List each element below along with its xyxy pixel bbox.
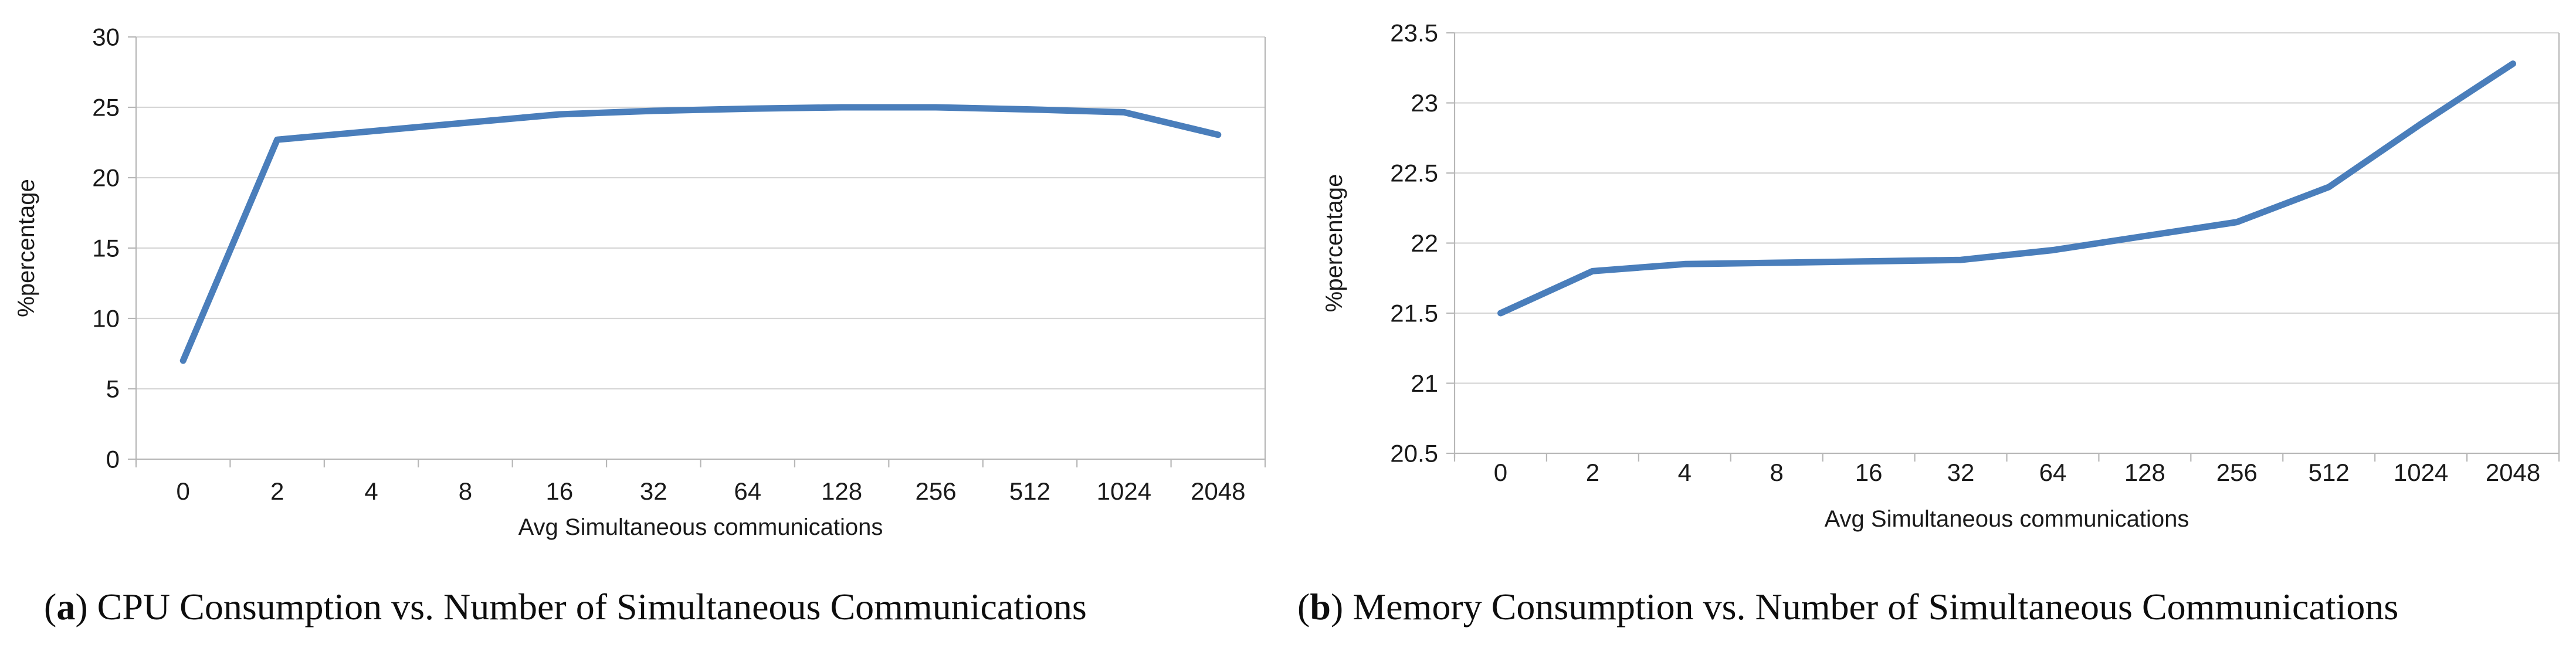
x-tick-label: 2 bbox=[270, 477, 284, 505]
caption-a-close-paren: ) bbox=[75, 586, 88, 628]
memory-consumption-chart: 20.5 21 21.5 22 22.5 23 23.5 0 2 4 8 16 32 64 128 256 51… bbox=[1321, 19, 2560, 532]
x-tick-label: 32 bbox=[640, 477, 667, 505]
x-tick-label: 2048 bbox=[2486, 459, 2540, 486]
x-tick-label: 128 bbox=[2124, 459, 2165, 486]
caption-a-title: CPU Consumption vs. Number of Simultaneo… bbox=[87, 586, 1087, 628]
tick-marks bbox=[128, 36, 1266, 467]
x-tick-label: 128 bbox=[821, 477, 862, 505]
x-tick-label: 16 bbox=[1855, 459, 1883, 486]
y-tick-label: 0 bbox=[106, 446, 120, 473]
x-tick-label: 2048 bbox=[1191, 477, 1245, 505]
caption-b-open-paren: ( bbox=[1297, 586, 1310, 628]
y-tick-label: 20 bbox=[92, 164, 120, 192]
caption-b-letter: b bbox=[1310, 586, 1331, 628]
y-tick-label: 21.5 bbox=[1390, 300, 1438, 327]
tick-marks bbox=[1446, 32, 2560, 462]
x-tick-label: 0 bbox=[177, 477, 190, 505]
x-tick-labels: 0 2 4 8 16 32 64 128 256 512 1024 2048 bbox=[177, 477, 1246, 505]
x-tick-label: 64 bbox=[734, 477, 761, 505]
x-tick-label: 32 bbox=[1947, 459, 1975, 486]
axes bbox=[135, 37, 1266, 464]
caption-a: (a) CPU Consumption vs. Number of Simult… bbox=[44, 585, 1087, 638]
caption-a-open-paren: ( bbox=[44, 586, 57, 628]
y-tick-label: 10 bbox=[92, 305, 120, 333]
x-tick-label: 256 bbox=[2216, 459, 2258, 486]
y-tick-labels: 0 5 10 15 20 25 30 bbox=[92, 23, 120, 473]
x-axis-title: Avg Simultaneous communications bbox=[1825, 506, 2189, 532]
x-tick-label: 0 bbox=[1494, 459, 1507, 486]
y-tick-label: 30 bbox=[92, 23, 120, 51]
x-tick-label: 512 bbox=[1009, 477, 1050, 505]
y-tick-label: 5 bbox=[106, 375, 120, 403]
x-tick-label: 8 bbox=[1770, 459, 1784, 486]
y-tick-label: 21 bbox=[1411, 369, 1438, 397]
cpu-consumption-chart: 0 5 10 15 20 25 30 0 2 4 8 16 32 64 128 256 512 1024 2048 A… bbox=[13, 23, 1266, 540]
series bbox=[179, 104, 1222, 364]
x-tick-label: 4 bbox=[1678, 459, 1692, 486]
y-tick-label: 25 bbox=[92, 94, 120, 121]
caption-b-close-paren: ) bbox=[1330, 586, 1344, 628]
x-tick-label: 2 bbox=[1586, 459, 1599, 486]
x-tick-label: 1024 bbox=[2394, 459, 2448, 486]
x-tick-labels: 0 2 4 8 16 32 64 128 256 512 1024 2048 bbox=[1494, 459, 2540, 486]
y-tick-label: 20.5 bbox=[1390, 440, 1438, 467]
y-axis-title: %percentage bbox=[1321, 174, 1347, 313]
data-line-cpu bbox=[179, 104, 1222, 364]
gridlines bbox=[1455, 32, 2559, 455]
x-tick-label: 512 bbox=[2309, 459, 2350, 486]
data-line-memory bbox=[1497, 60, 2516, 317]
x-axis-title: Avg Simultaneous communications bbox=[518, 514, 883, 540]
x-tick-label: 1024 bbox=[1097, 477, 1151, 505]
x-tick-label: 8 bbox=[459, 477, 472, 505]
x-tick-label: 256 bbox=[916, 477, 957, 505]
series bbox=[1497, 60, 2516, 317]
caption-a-letter: a bbox=[56, 586, 76, 628]
caption-b: (b) Memory Consumption vs. Number of Sim… bbox=[1297, 585, 2398, 638]
y-tick-labels: 20.5 21 21.5 22 22.5 23 23.5 bbox=[1390, 19, 1438, 467]
caption-b-title: Memory Consumption vs. Number of Simulta… bbox=[1343, 586, 2399, 628]
x-tick-label: 64 bbox=[2039, 459, 2067, 486]
y-tick-label: 22 bbox=[1411, 229, 1438, 257]
gridlines bbox=[136, 36, 1265, 460]
y-tick-label: 22.5 bbox=[1390, 160, 1438, 187]
y-tick-label: 23.5 bbox=[1390, 19, 1438, 47]
axes bbox=[1453, 33, 2560, 458]
y-axis-title: %percentage bbox=[13, 179, 39, 317]
x-tick-label: 4 bbox=[364, 477, 378, 505]
x-tick-label: 16 bbox=[546, 477, 574, 505]
y-tick-label: 23 bbox=[1411, 89, 1438, 117]
y-tick-label: 15 bbox=[92, 235, 120, 262]
